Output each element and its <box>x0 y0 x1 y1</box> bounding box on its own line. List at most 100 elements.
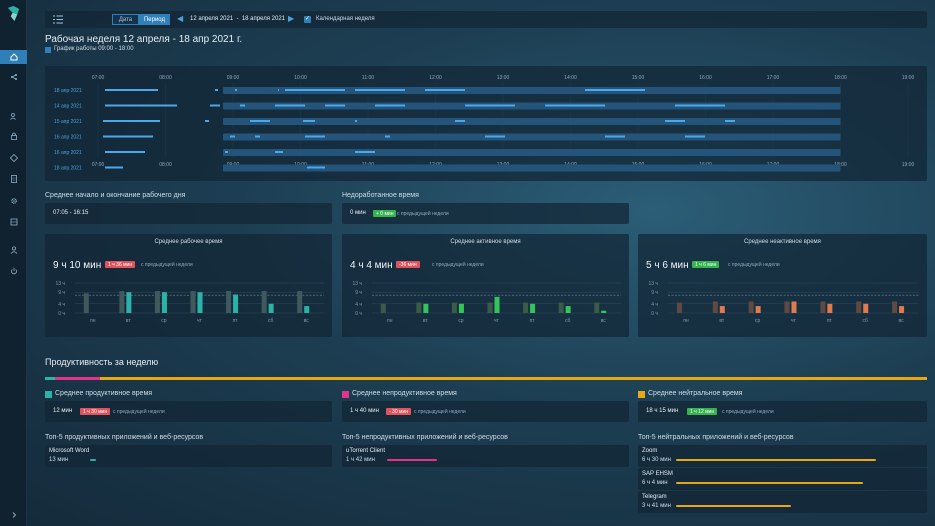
prev-week-bar <box>523 302 529 313</box>
top5-neutral-item[interactable]: SAP EHSM 6 ч 4 мин <box>638 468 927 490</box>
neutral-badge: 1 ч 12 мин <box>687 408 718 415</box>
sidebar-item-policies[interactable] <box>0 151 27 165</box>
x-tick-label: пт <box>530 318 536 324</box>
bar-пт <box>827 303 833 313</box>
sidebar-item-reports[interactable] <box>0 172 27 186</box>
prev-week-bar <box>119 291 125 313</box>
app-name: Telegram <box>642 494 667 500</box>
top5-unproductive-item[interactable]: uTorrent Client 1 ч 42 мин <box>342 445 629 467</box>
top5-neutral-item[interactable]: Zoom 6 ч 30 мин <box>638 445 927 467</box>
stat-card: Среднее рабочее время 9 ч 10 мин 1 ч 36 … <box>45 234 332 337</box>
activity-segment <box>605 135 625 138</box>
card-bar-chart: 13 ч 9 ч 4 ч 0 ч пн вт ср чт пт сб вс <box>352 281 621 324</box>
activity-segment <box>375 104 405 107</box>
app-logo-icon[interactable] <box>6 6 21 21</box>
archive-icon <box>10 218 17 226</box>
card-title: Среднее неактивное время <box>744 239 821 245</box>
bar-пт <box>233 294 239 313</box>
sidebar-item-users[interactable] <box>0 109 27 123</box>
next-week-button[interactable]: ▶ <box>288 14 295 23</box>
period-mode-toggle[interactable]: Период <box>139 14 170 25</box>
gear-icon <box>10 198 17 204</box>
app-name: SAP EHSM <box>642 471 673 477</box>
activity-segment <box>103 120 160 122</box>
neutral-prev: с предыдущей недели <box>722 409 774 415</box>
activity-segment <box>385 135 390 138</box>
bar-чт <box>791 301 797 313</box>
hour-label: 17:00 <box>767 75 780 81</box>
neutral-swatch <box>638 391 645 398</box>
sidebar-expand-button[interactable] <box>0 508 27 522</box>
x-tick-label: вс <box>899 318 905 324</box>
dashboard-icon <box>10 53 17 61</box>
prev-week-bar <box>451 302 457 313</box>
bar-сб <box>268 303 274 313</box>
filter-list-icon[interactable] <box>53 15 63 24</box>
prev-week-bar <box>856 301 862 313</box>
top5-neutral-title: Топ-5 нейтральных приложений и веб-ресур… <box>638 434 794 441</box>
schedule-legend-swatch <box>45 47 51 53</box>
hour-label: 12:00 <box>429 75 442 81</box>
user-icon <box>10 246 17 254</box>
y-tick-label: 0 ч <box>58 311 65 317</box>
sidebar-item-settings[interactable] <box>0 194 27 208</box>
users-icon <box>9 113 16 120</box>
activity-segment <box>230 135 235 138</box>
day-label: 16 апр 2021 <box>54 135 82 141</box>
x-tick-label: чт <box>791 318 797 324</box>
x-tick-label: пн <box>683 318 689 324</box>
app-usage-bar <box>676 505 791 507</box>
sidebar-item-profile[interactable] <box>0 243 27 257</box>
hour-label: 08:00 <box>159 75 172 81</box>
hour-label: 16:00 <box>699 75 712 81</box>
activity-segment <box>210 104 220 107</box>
activity-segment <box>303 120 315 122</box>
app-usage-bar <box>676 482 863 484</box>
prev-week-bar <box>784 301 790 313</box>
hour-label: 08:00 <box>159 162 172 168</box>
card-bar-chart: 13 ч 9 ч 4 ч 0 ч пн вт ср чт пт сб вс <box>55 281 324 324</box>
hour-label: 07:00 <box>92 162 105 168</box>
card-badge: -36 мин <box>396 261 420 268</box>
unproductive-title: Среднее непродуктивное время <box>352 390 457 397</box>
card-badge: 1 ч 6 мин <box>692 261 720 268</box>
page-title: Рабочая неделя 12 апреля - 18 апр 2021 г… <box>45 34 243 45</box>
bar-сб <box>863 303 869 313</box>
activity-segment <box>305 135 325 138</box>
chevron-right-icon <box>12 512 16 518</box>
date-range[interactable]: 12 апреля 2021 - 18 апреля 2021 <box>190 16 285 22</box>
app-name: uTorrent Client <box>346 448 386 454</box>
activity-segment <box>278 89 279 91</box>
activity-segment <box>215 89 218 91</box>
top5-neutral-item[interactable]: Telegram 3 ч 41 мин <box>638 491 927 513</box>
work-hours-band <box>223 102 841 110</box>
productive-panel: 12 мин 1 ч 30 мин с предыдущей недели <box>45 401 332 422</box>
sidebar-item-security[interactable] <box>0 129 27 143</box>
bar-чт <box>494 296 500 313</box>
hour-label: 09:00 <box>227 75 240 81</box>
prev-week-button[interactable]: ◀ <box>177 14 184 23</box>
work-hours-band <box>223 164 841 172</box>
bar-пт <box>530 303 536 313</box>
top5-productive-item[interactable]: Microsoft Word 13 мин <box>45 445 332 467</box>
app-name: Microsoft Word <box>49 448 90 454</box>
calendar-week-label: Календарная неделя <box>316 16 375 22</box>
sidebar-item-network[interactable] <box>0 70 27 84</box>
lock-icon <box>10 132 17 140</box>
activity-segment <box>105 166 123 169</box>
productivity-bar-productive <box>45 377 55 380</box>
sidebar-item-logout[interactable] <box>0 264 27 278</box>
sidebar-item-dashboard[interactable] <box>0 50 27 64</box>
app-time: 3 ч 41 мин <box>642 503 671 509</box>
activity-segment <box>725 120 735 122</box>
prev-week-bar <box>712 301 718 313</box>
calendar-week-checkbox[interactable]: ✓ <box>304 16 311 23</box>
activity-segment <box>240 104 245 107</box>
date-mode-toggle[interactable]: Дата <box>112 14 139 25</box>
power-icon <box>10 267 17 275</box>
productivity-distribution-bar <box>45 377 927 380</box>
app-usage-bar <box>387 459 437 461</box>
y-tick-label: 0 ч <box>651 311 658 317</box>
sidebar-item-archive[interactable] <box>0 215 27 229</box>
x-tick-label: ср <box>161 318 167 324</box>
